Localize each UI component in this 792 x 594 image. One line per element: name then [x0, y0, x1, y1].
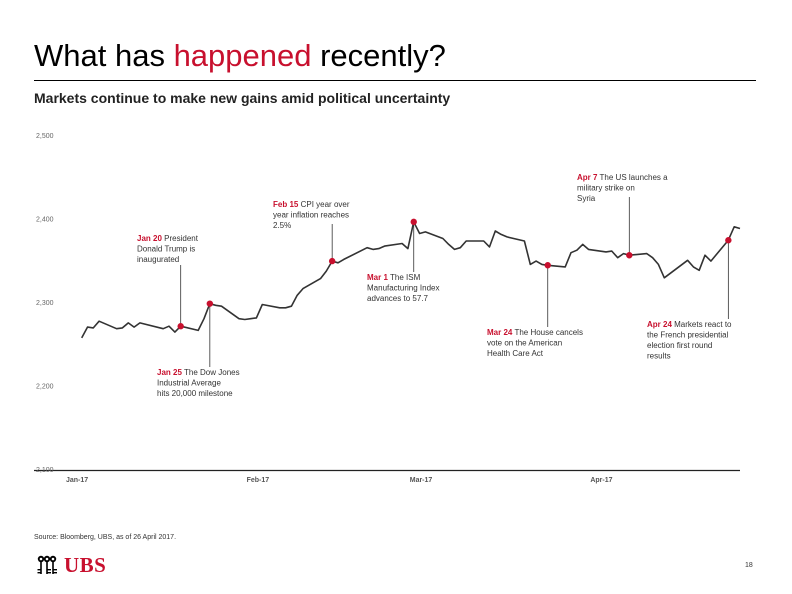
annotation-marker [177, 323, 184, 330]
slide-subtitle: Markets continue to make new gains amid … [34, 90, 451, 106]
annotation-marker [328, 257, 336, 265]
annotation-marker [626, 252, 633, 259]
ubs-logo: UBS [34, 553, 106, 577]
title-post: recently? [311, 38, 446, 73]
annotation-text: Apr 24 Markets react to the French presid… [647, 320, 732, 361]
y-tick-label: 2,300 [36, 300, 54, 307]
y-tick-label: 2,400 [36, 217, 54, 224]
title-rule [34, 80, 756, 81]
x-tick-label: Apr-17 [590, 477, 612, 484]
annotation-text: Jan 20 President Donald Trump is inaugurat… [137, 234, 199, 264]
x-tick-label: Feb-17 [247, 477, 270, 484]
annotation-marker [725, 237, 732, 244]
source-note: Source: Bloomberg, UBS, as of 26 April 2… [34, 534, 177, 541]
annotation-marker [544, 262, 551, 269]
y-tick-label: 2,100 [36, 467, 54, 474]
annotation-text: Jan 25 The Dow Jones Industrial Average hi… [157, 368, 240, 398]
logo-text: UBS [64, 552, 107, 577]
x-tick-label: Mar-17 [410, 477, 433, 484]
title-accent: happened [173, 38, 312, 73]
slide-title: What has happened recently? [34, 36, 446, 76]
x-tick-label: Jan-17 [66, 477, 88, 484]
annotation-marker [206, 300, 214, 307]
annotation-text: Mar 24 The House cancels vote on the Amer… [487, 328, 583, 358]
keys-icon [37, 555, 57, 574]
y-tick-label: 2,500 [36, 133, 54, 140]
y-tick-label: 2,200 [36, 384, 54, 391]
page-number: 18 [745, 562, 753, 569]
annotation-text: Mar 1 The ISM Manufacturing Index advances… [367, 273, 440, 303]
annotation-marker [410, 218, 417, 226]
annotation-text: Apr 7 The US launches a military strike o… [577, 173, 668, 203]
title-pre: What has [34, 38, 174, 73]
annotation-text: Feb 15 CPI year over year inflation reach… [273, 200, 350, 230]
